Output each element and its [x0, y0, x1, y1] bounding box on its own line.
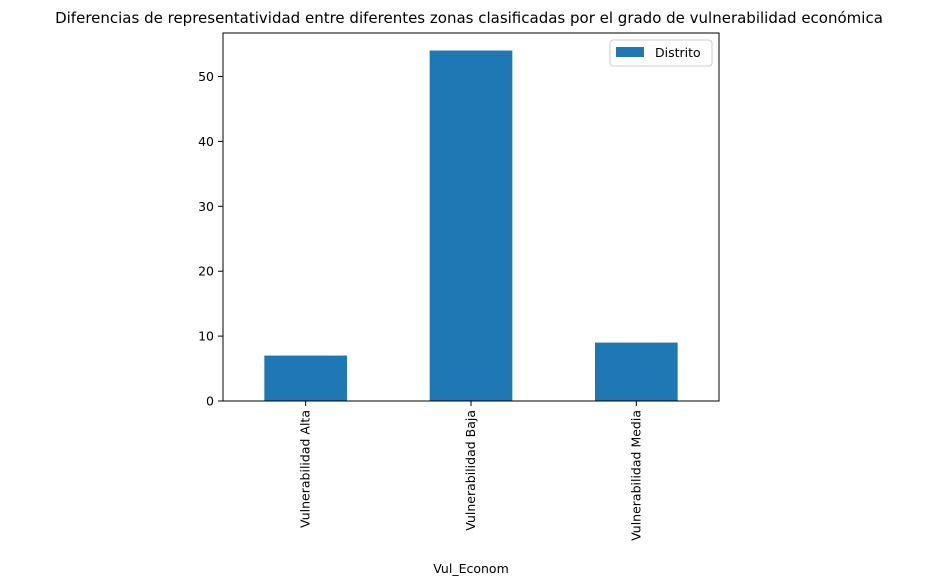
- y-axis: 0 10 20 30 40 50: [198, 69, 223, 409]
- y-tick-label: 50: [198, 69, 214, 84]
- y-tick-label: 20: [198, 264, 214, 279]
- legend-frame: [609, 39, 713, 67]
- legend: Distrito: [609, 39, 713, 67]
- legend-swatch-distrito: [616, 47, 644, 57]
- x-axis-label: Vul_Econom: [433, 561, 509, 576]
- x-tick-label: Vulnerabilidad Media: [628, 410, 643, 541]
- y-tick-label: 30: [198, 199, 214, 214]
- y-tick-label: 10: [198, 329, 214, 344]
- x-axis: Vulnerabilidad Alta Vulnerabilidad Baja Vu…: [298, 401, 643, 541]
- bar-vulnerabilidad-baja: [429, 50, 513, 402]
- plot-frame: [222, 32, 720, 402]
- x-tick-label: Vulnerabilidad Alta: [298, 410, 313, 528]
- y-tick-label: 40: [198, 134, 214, 149]
- bar-vulnerabilidad-media: [595, 342, 678, 401]
- y-tick-label: 0: [206, 394, 214, 409]
- chart-title: Diferencias de representatividad entre d…: [55, 9, 883, 27]
- legend-label-distrito: Distrito: [655, 45, 701, 60]
- bars-layer: [264, 50, 678, 402]
- bar-vulnerabilidad-alta: [264, 355, 347, 401]
- x-tick-label: Vulnerabilidad Baja: [463, 410, 478, 531]
